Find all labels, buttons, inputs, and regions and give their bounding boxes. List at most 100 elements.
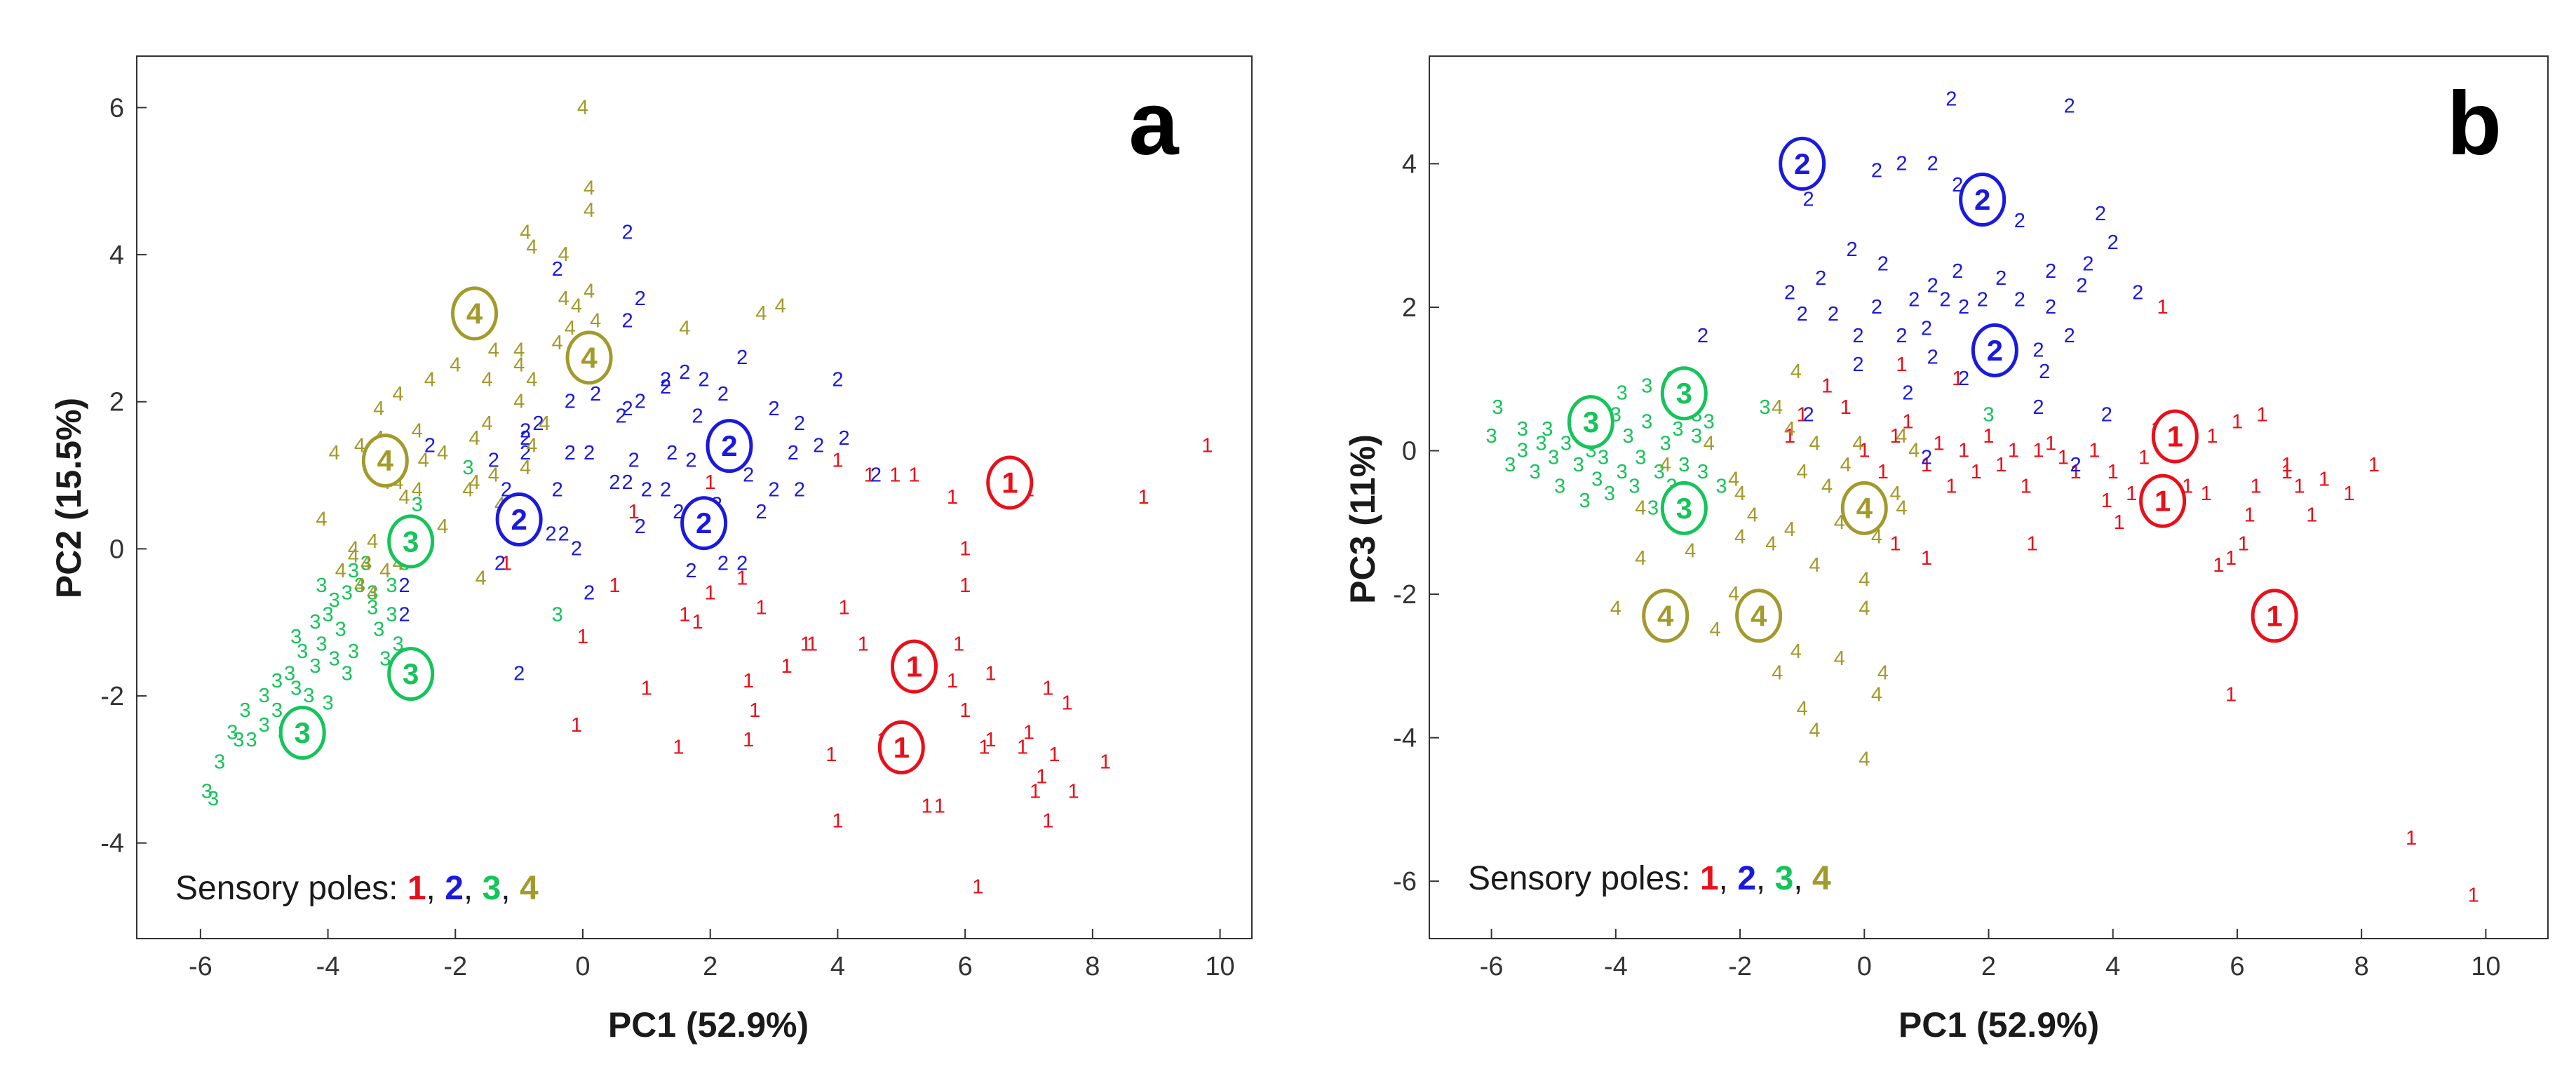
panel-b-point-pole-3: 3 bbox=[1598, 447, 1609, 469]
panel-a-point-pole-4: 4 bbox=[392, 383, 403, 405]
panel-a-point-pole-4: 4 bbox=[348, 537, 359, 560]
panel-a-point-pole-2: 2 bbox=[565, 442, 576, 464]
panel-b-point-pole-1: 1 bbox=[2026, 532, 2037, 555]
panel-b-point-pole-1: 1 bbox=[2256, 403, 2267, 426]
panel-a-point-pole-4: 4 bbox=[450, 354, 461, 376]
panel-a-point-pole-2: 2 bbox=[794, 412, 805, 435]
panel-b-point-pole-1: 1 bbox=[1784, 425, 1795, 448]
panel-b-point-pole-1: 1 bbox=[1902, 411, 1913, 434]
panel-b-pole-center-1: 1 bbox=[2139, 474, 2187, 528]
panel-b-point-pole-4: 4 bbox=[1784, 518, 1795, 541]
panel-b-point-pole-4: 4 bbox=[1859, 598, 1870, 620]
panel-a-legend: Sensory poles: 1, 2, 3, 4 bbox=[175, 870, 539, 907]
panel-b-point-pole-2: 2 bbox=[1828, 303, 1839, 325]
panel-b-point-pole-2: 2 bbox=[1846, 239, 1857, 261]
panel-a-point-pole-4: 4 bbox=[775, 295, 786, 317]
panel-a-point-pole-1: 1 bbox=[743, 729, 754, 751]
panel-a-point-pole-4: 4 bbox=[520, 222, 531, 244]
panel-b-point-pole-3: 3 bbox=[1622, 425, 1633, 448]
panel-b-point-pole-1: 1 bbox=[2206, 425, 2218, 448]
panel-a-point-pole-1: 1 bbox=[947, 670, 958, 692]
panel-a-point-pole-1: 1 bbox=[781, 655, 793, 678]
panel-a-point-pole-2: 2 bbox=[813, 435, 824, 457]
panel-a-point-pole-2: 2 bbox=[660, 368, 671, 391]
panel-a-legend-item-3: 3 bbox=[483, 870, 501, 907]
panel-b-pole-center-2: 2 bbox=[1959, 173, 2007, 227]
panel-a-point-pole-4: 4 bbox=[437, 442, 448, 464]
panel-a-point-pole-2: 2 bbox=[520, 420, 531, 443]
panel-a-point-pole-4: 4 bbox=[354, 435, 365, 457]
panel-a-point-pole-2: 2 bbox=[838, 427, 849, 450]
panel-a-point-pole-1: 1 bbox=[934, 795, 945, 817]
panel-b-point-pole-1: 1 bbox=[1896, 354, 1907, 376]
panel-a-point-pole-3: 3 bbox=[271, 699, 283, 722]
pole-center-label: 4 bbox=[466, 297, 483, 330]
panel-a-point-pole-1: 1 bbox=[864, 464, 875, 487]
panel-a-point-pole-3: 3 bbox=[342, 582, 353, 604]
panel-b-point-pole-1: 1 bbox=[2225, 547, 2237, 570]
panel-a-point-pole-2: 2 bbox=[717, 552, 729, 575]
panel-b-y-tick-label: -2 bbox=[1393, 580, 1417, 610]
pole-center-label: 2 bbox=[511, 503, 527, 536]
panel-a-point-pole-2: 2 bbox=[488, 450, 499, 472]
panel-a-pole-center-4: 4 bbox=[451, 286, 499, 341]
panel-a-point-pole-3: 3 bbox=[271, 670, 283, 692]
panel-a-point-pole-4: 4 bbox=[399, 486, 410, 509]
panel-b-point-pole-4: 4 bbox=[1809, 554, 1820, 577]
panel-b-point-pole-1: 1 bbox=[2201, 483, 2212, 505]
panel-b-point-pole-4: 4 bbox=[1734, 525, 1746, 548]
panel-b-pole-center-1: 1 bbox=[2251, 589, 2298, 643]
panel-b-point-pole-2: 2 bbox=[1927, 152, 1938, 175]
panel-b-legend-item-2: 2 bbox=[1737, 860, 1756, 897]
panel-b-point-pole-1: 1 bbox=[2008, 440, 2019, 462]
panel-a-y-tick-label: 2 bbox=[109, 388, 124, 417]
panel-b-pole-center-1: 1 bbox=[2151, 409, 2199, 464]
panel-b-y-tick-label: 0 bbox=[1402, 437, 1417, 466]
panel-a-point-pole-4: 4 bbox=[513, 354, 525, 376]
panel-b-point-pole-4: 4 bbox=[1896, 425, 1907, 448]
panel-a-point-pole-4: 4 bbox=[462, 479, 473, 502]
panel-a-point-pole-2: 2 bbox=[532, 412, 544, 435]
panel-a-x-tick-label: -4 bbox=[316, 952, 340, 981]
panel-b-point-pole-2: 2 bbox=[1896, 152, 1907, 175]
panel-b-point-pole-1: 1 bbox=[1821, 375, 1833, 397]
panel-b-point-pole-2: 2 bbox=[1977, 289, 1988, 311]
panel-a-point-pole-4: 4 bbox=[482, 368, 493, 391]
panel-a-point-pole-3: 3 bbox=[412, 493, 423, 516]
panel-a-point-pole-1: 1 bbox=[1061, 692, 1072, 715]
panel-a-point-pole-1: 1 bbox=[953, 633, 964, 656]
panel-b-point-pole-3: 3 bbox=[1635, 447, 1646, 469]
panel-a-point-pole-4: 4 bbox=[468, 427, 480, 450]
panel-b-point-pole-1: 1 bbox=[2058, 447, 2069, 469]
panel-b-point-pole-4: 4 bbox=[1784, 418, 1795, 441]
panel-a-point-pole-4: 4 bbox=[335, 560, 346, 582]
panel-b-point-pole-1: 1 bbox=[2319, 468, 2330, 490]
panel-b-point-pole-1: 1 bbox=[1983, 425, 1994, 448]
panel-a-point-pole-2: 2 bbox=[552, 258, 563, 281]
panel-a-point-pole-2: 2 bbox=[660, 479, 671, 502]
pole-center-label: 3 bbox=[1583, 405, 1599, 438]
pole-center-circle bbox=[680, 496, 728, 551]
panel-b-point-pole-4: 4 bbox=[1821, 476, 1833, 498]
panel-b-point-pole-3: 3 bbox=[1672, 418, 1683, 441]
panel-b-point-pole-4: 4 bbox=[1877, 662, 1889, 685]
panel-a-y-tick-label: 6 bbox=[109, 93, 124, 123]
panel-a-point-pole-1: 1 bbox=[959, 575, 971, 597]
panel-a-point-pole-1: 1 bbox=[628, 501, 640, 523]
panel-b-point-pole-2: 2 bbox=[1797, 303, 1808, 325]
panel-b-point-pole-2: 2 bbox=[1896, 325, 1907, 347]
panel-a-point-pole-1: 1 bbox=[673, 736, 684, 758]
panel-a-point-pole-1: 1 bbox=[1201, 435, 1213, 457]
panel-a-point-pole-3: 3 bbox=[239, 699, 250, 722]
panel-a-point-pole-1: 1 bbox=[985, 663, 996, 685]
pole-center-label: 4 bbox=[581, 341, 598, 374]
panel-a-point-pole-4: 4 bbox=[468, 471, 480, 494]
panel-a-pole-center-1: 1 bbox=[877, 720, 925, 774]
panel-a-point-pole-4: 4 bbox=[590, 309, 601, 332]
panel-b-point-pole-2: 2 bbox=[1995, 267, 2007, 290]
panel-a-point-pole-2: 2 bbox=[584, 442, 595, 464]
panel-b-legend-sep: , bbox=[1756, 860, 1775, 897]
panel-a-point-pole-4: 4 bbox=[379, 560, 391, 582]
panel-b-point-pole-2: 2 bbox=[1852, 354, 1863, 376]
